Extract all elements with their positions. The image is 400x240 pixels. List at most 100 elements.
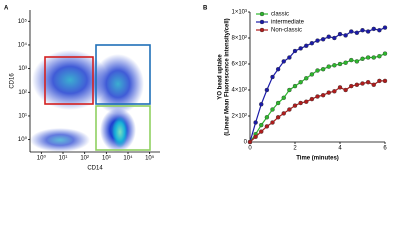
x-tick-label: 10⁰: [37, 155, 47, 162]
y-axis-label: (Linear Mean Fluorescence intensity/cell…: [225, 18, 231, 135]
x-tick-label: 10³: [102, 156, 111, 162]
data-point: [309, 72, 315, 77]
data-point: [287, 107, 292, 112]
data-point: [360, 81, 365, 86]
data-point: [259, 129, 264, 134]
data-point: [315, 68, 320, 73]
data-point: [365, 29, 371, 34]
data-point: [382, 25, 388, 30]
data-point: [354, 82, 360, 88]
data-point: [270, 107, 275, 112]
data-point: [292, 48, 298, 54]
x-tick-label: 10¹: [59, 156, 68, 162]
x-tick-label: 10²: [80, 156, 89, 162]
data-point: [371, 55, 376, 60]
gates: [44, 44, 151, 151]
y-tick-label: 4×10²: [231, 88, 247, 94]
series-line: [249, 27, 386, 143]
legend-label: intermediate: [271, 20, 305, 26]
data-point: [253, 134, 258, 140]
data-point: [371, 82, 376, 88]
data-point: [259, 122, 264, 128]
data-point: [315, 38, 320, 43]
y-tick-label: 10⁵: [18, 18, 28, 25]
data-point: [343, 33, 348, 38]
x-tick-label: 10⁴: [123, 155, 133, 162]
data-point: [354, 59, 360, 64]
x-tick-label: 2: [293, 146, 297, 152]
panel-label: A: [4, 6, 9, 12]
y-axis-label: YO bead uptake: [218, 54, 224, 100]
series-line: [249, 80, 385, 143]
data-point: [365, 79, 371, 85]
data-point: [332, 63, 337, 68]
data-point: [309, 41, 315, 46]
data-point: [298, 100, 303, 106]
data-point: [337, 31, 343, 37]
data-point: [247, 139, 253, 145]
data-point: [304, 99, 309, 104]
data-point: [281, 95, 286, 101]
x-tick-label: 0: [248, 146, 252, 152]
data-point: [326, 90, 331, 95]
data-point: [287, 55, 292, 60]
density-clouds: [30, 50, 144, 152]
x-tick-label: 10⁵: [145, 155, 155, 162]
data-point: [349, 57, 354, 63]
data-point: [343, 87, 348, 93]
y-tick-label: 10³: [18, 66, 27, 72]
data-point: [270, 74, 275, 80]
x-tick-label: 6: [383, 146, 387, 152]
y-tick-label: 6×10²: [231, 62, 247, 68]
data-point: [320, 66, 326, 72]
legend-marker: [259, 27, 265, 33]
data-point: [354, 30, 360, 35]
data-point: [287, 87, 292, 93]
data-point: [382, 78, 388, 84]
data-point: [326, 34, 331, 39]
data-point: [304, 43, 309, 48]
x-tick-label: 4: [338, 146, 342, 152]
data-point: [304, 76, 309, 81]
data-point: [292, 83, 298, 89]
data-point: [337, 85, 343, 90]
data-point: [270, 120, 275, 125]
y-tick-label: 10²: [18, 90, 27, 96]
data-point: [292, 103, 298, 108]
panel-label: B: [203, 6, 208, 12]
legend-marker: [259, 11, 265, 17]
data-point: [264, 115, 270, 120]
data-point: [377, 54, 382, 59]
figure: A 10⁰ 10¹ 10² 10³ 10⁴ 10⁵ 10⁰ 10¹ 10² 10³ 10⁴ 10⁵ CD1…: [4, 6, 388, 172]
data-point: [264, 124, 270, 129]
data-point: [264, 87, 270, 93]
data-point: [281, 59, 286, 64]
data-point: [275, 115, 281, 120]
y-tick-label: 8×10²: [231, 36, 247, 42]
data-point: [315, 94, 320, 99]
legend-label: classic: [271, 12, 289, 18]
data-point: [298, 46, 303, 51]
y-tick-label: 2×10²: [231, 114, 247, 120]
data-point: [326, 64, 331, 69]
data-point: [382, 51, 388, 56]
data-point: [349, 29, 354, 34]
data-point: [275, 100, 281, 106]
x-axis-label: CD14: [87, 166, 103, 172]
data-point: [320, 92, 326, 98]
y-tick-label: 10⁴: [18, 42, 28, 49]
data-point: [281, 111, 286, 116]
y-tick-label: 10⁰: [18, 136, 28, 143]
y-axis-label: CD16: [10, 73, 16, 89]
data-point: [360, 28, 365, 33]
data-point: [320, 37, 326, 42]
data-point: [332, 35, 337, 41]
data-point: [309, 96, 315, 102]
data-point: [253, 120, 258, 125]
data-point: [332, 89, 337, 94]
data-point: [298, 79, 303, 85]
data-point: [360, 56, 365, 61]
data-point: [349, 83, 354, 89]
y-tick-label: 10¹: [18, 114, 27, 120]
legend-label: Non-classic: [271, 28, 302, 34]
